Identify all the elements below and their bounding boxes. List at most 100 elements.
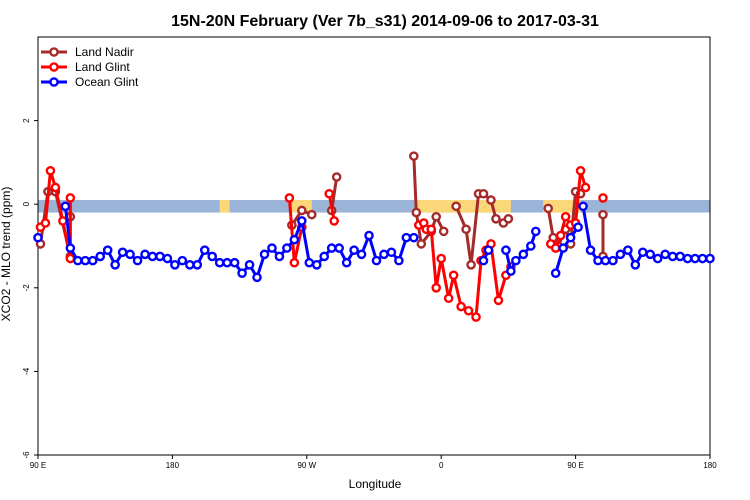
data-point [244, 260, 255, 270]
data-point [155, 251, 165, 262]
data-point [401, 232, 412, 243]
x-tick-label: 90 E [30, 461, 46, 470]
y-tick-label: -2 [22, 284, 31, 292]
data-point [289, 257, 300, 268]
data-point [448, 270, 459, 281]
data-point [326, 243, 337, 253]
data-point [185, 260, 195, 270]
data-point [409, 232, 419, 243]
data-point [623, 245, 633, 255]
data-point [543, 203, 554, 214]
data-point [409, 151, 419, 161]
data-point [503, 214, 514, 224]
data-point [65, 253, 76, 264]
data-point [690, 253, 700, 264]
data-point [598, 209, 608, 220]
data-point [267, 243, 277, 253]
data-point [560, 211, 571, 222]
data-point [177, 255, 188, 266]
data-point [341, 257, 352, 268]
data-point [478, 255, 489, 266]
data-point [334, 243, 344, 253]
data-point [45, 165, 56, 176]
legend-label: Ocean Glint [75, 75, 139, 89]
data-point [147, 251, 158, 262]
ocean-band [38, 200, 710, 213]
series-layer [33, 151, 715, 322]
data-point [483, 245, 494, 255]
data-point [304, 257, 315, 268]
data-point [565, 232, 576, 243]
data-point [73, 255, 83, 266]
data-point [491, 214, 501, 224]
data-point [506, 266, 516, 276]
data-point [329, 216, 339, 226]
data-point [675, 251, 685, 262]
data-point [426, 224, 437, 235]
data-point [65, 193, 76, 203]
data-point [451, 201, 461, 212]
data-point [33, 232, 43, 243]
data-point [259, 249, 270, 260]
data-point [125, 249, 135, 260]
data-point [252, 272, 262, 283]
data-point [199, 245, 210, 255]
data-point [682, 253, 693, 264]
data-point [580, 182, 591, 193]
data-point [102, 245, 113, 255]
data-point [436, 253, 447, 264]
data-point [598, 193, 608, 203]
data-point [608, 255, 618, 266]
plot-frame [37, 36, 711, 456]
data-point [456, 301, 466, 312]
data-point [319, 251, 330, 262]
data-point [645, 249, 656, 260]
data-point [511, 255, 521, 266]
legend-label: Land Glint [75, 60, 130, 74]
data-point [466, 260, 476, 270]
data-point [394, 255, 404, 266]
legend-label: Land Nadir [75, 45, 134, 59]
x-tick-label: 90 E [567, 461, 583, 470]
data-point [274, 251, 285, 262]
y-axis-label: XCO2 - MLO trend (ppm) [0, 187, 13, 322]
data-point [214, 257, 225, 268]
legend-item: Land Nadir [41, 45, 134, 59]
data-point [311, 260, 322, 270]
data-point [282, 243, 292, 253]
data-point [80, 255, 91, 266]
y-tick-label: 0 [22, 201, 31, 206]
y-tick-label: 2 [22, 118, 31, 123]
x-tick-label: 0 [439, 461, 444, 470]
data-point [486, 195, 496, 205]
data-point [170, 260, 180, 270]
legend-swatch-marker [49, 62, 59, 72]
data-point [573, 222, 583, 232]
data-point [284, 193, 295, 203]
data-point [431, 282, 442, 293]
data-point [697, 253, 708, 264]
data-point [550, 268, 561, 278]
data-point [550, 243, 561, 253]
x-tick-label: 180 [703, 461, 717, 470]
land-band [416, 200, 511, 213]
data-point [110, 260, 120, 270]
data-point [600, 255, 611, 266]
data-point [660, 249, 671, 260]
data-point [222, 257, 232, 268]
data-point [117, 247, 128, 258]
x-tick-label: 180 [166, 461, 180, 470]
data-point [306, 209, 317, 220]
data-point [416, 239, 427, 249]
y-axis: -6 -4 -2 0 2 [22, 118, 38, 459]
land-ocean-band [38, 200, 710, 213]
series-line [554, 226, 580, 274]
data-point [65, 243, 76, 253]
data-point [530, 226, 541, 237]
data-point [60, 201, 71, 212]
data-point [438, 226, 449, 237]
data-point [443, 293, 454, 304]
data-point [40, 218, 51, 228]
